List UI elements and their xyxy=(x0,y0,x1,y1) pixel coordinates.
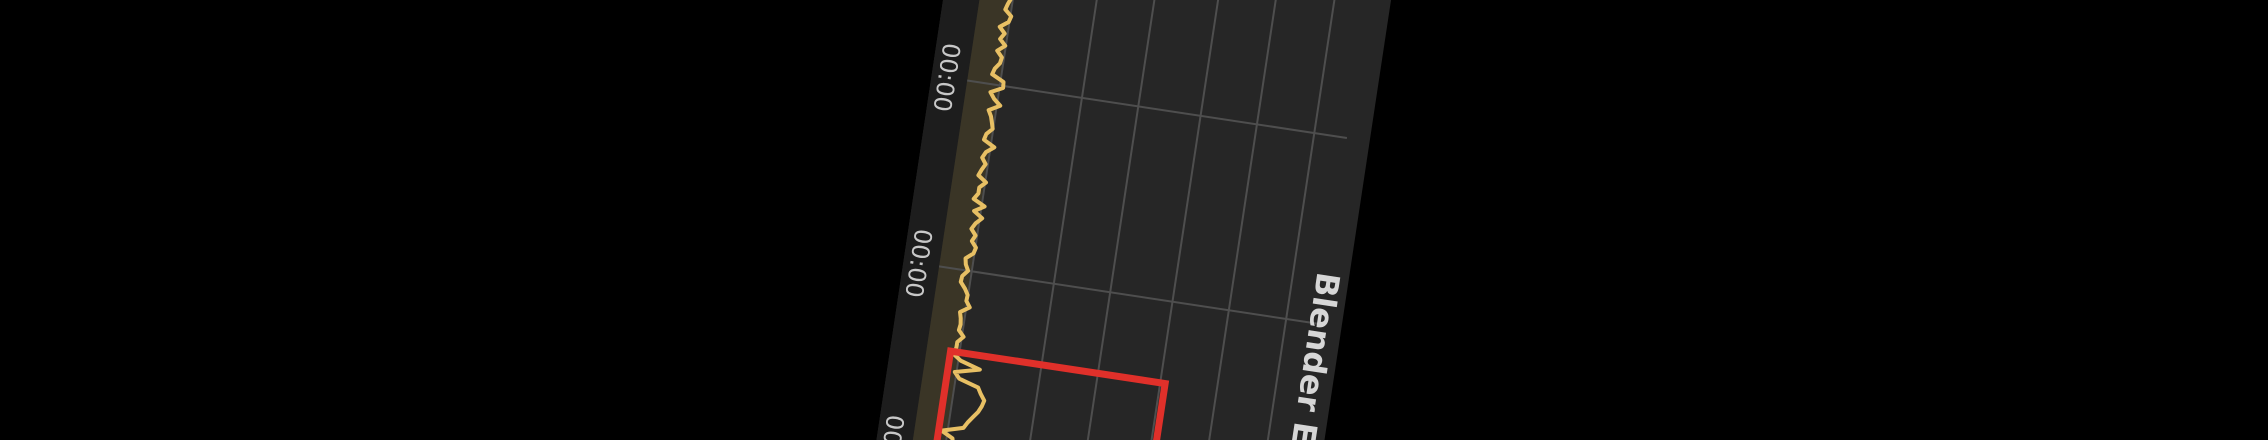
grid-line xyxy=(967,79,1348,139)
grid-line xyxy=(987,0,1125,440)
grid-line xyxy=(1106,0,1243,440)
grid-line xyxy=(938,265,1319,325)
f-curve xyxy=(902,0,1020,440)
graph-editor: 00:00 00:00 00:00 Blender E xyxy=(838,0,1411,440)
highlight-box xyxy=(886,347,1170,440)
time-ruler xyxy=(838,0,1009,440)
grid-line xyxy=(1043,0,1181,440)
grid-line xyxy=(1219,0,1357,440)
grid xyxy=(905,0,1357,440)
grid-line xyxy=(905,0,1043,440)
tinted-band xyxy=(873,0,1041,440)
grid-line xyxy=(1162,0,1300,440)
